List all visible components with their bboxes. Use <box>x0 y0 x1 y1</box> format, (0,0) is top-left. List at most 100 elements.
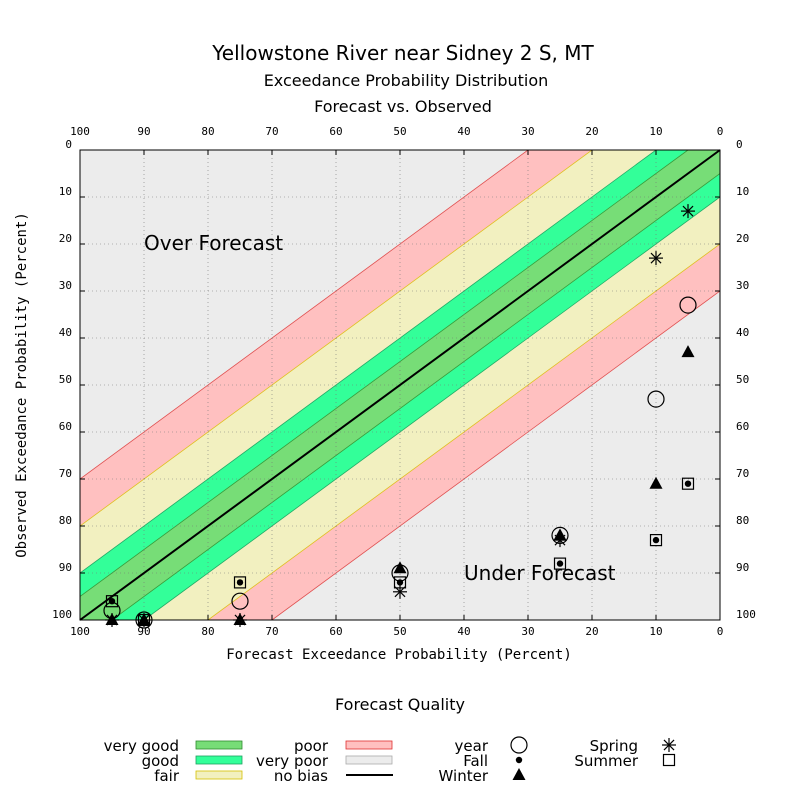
data-point-fall <box>236 579 244 586</box>
y-tick-label-left: 80 <box>59 514 72 527</box>
x-tick-label-top: 100 <box>70 125 90 138</box>
data-point-fall <box>108 598 116 605</box>
y-tick-label-left: 60 <box>59 420 72 433</box>
legend-label-fall: Fall <box>463 752 488 770</box>
x-tick-label-top: 30 <box>521 125 534 138</box>
x-axis-label: Forecast Exceedance Probability (Percent… <box>226 647 572 663</box>
y-tick-label-left: 20 <box>59 232 72 245</box>
data-point-spring <box>233 613 247 627</box>
y-axis-label: Observed Exceedance Probability (Percent… <box>14 212 30 558</box>
data-point-winter <box>681 345 695 358</box>
y-tick-label-right: 50 <box>736 373 749 386</box>
chart-subtitle-2: Forecast vs. Observed <box>314 97 492 116</box>
x-tick-label-bottom: 70 <box>265 625 278 638</box>
chart-subtitle-1: Exceedance Probability Distribution <box>264 71 549 90</box>
x-tick-label-bottom: 60 <box>329 625 342 638</box>
data-point-summer <box>137 613 151 627</box>
y-tick-label-left: 30 <box>59 279 72 292</box>
y-tick-label-left: 40 <box>59 326 72 339</box>
legend-label-winter: Winter <box>439 767 489 785</box>
x-tick-label-bottom: 20 <box>585 625 598 638</box>
legend-swatch-poor <box>345 740 393 750</box>
y-tick-label-right: 100 <box>736 608 756 621</box>
data-point-summer <box>649 533 663 547</box>
y-tick-label-right: 80 <box>736 514 749 527</box>
data-points <box>103 204 697 629</box>
legend-label-no-bias: no bias <box>274 767 328 785</box>
y-tick-label-right: 70 <box>736 467 749 480</box>
series-summer <box>105 477 695 627</box>
y-tick-label-left: 70 <box>59 467 72 480</box>
y-tick-label-left: 100 <box>52 608 72 621</box>
legend-title: Forecast Quality <box>335 695 465 714</box>
x-tick-label-top: 70 <box>265 125 278 138</box>
data-point-year <box>647 390 665 408</box>
legend-label-year: year <box>455 737 489 755</box>
chart-title: Yellowstone River near Sidney 2 S, MT <box>211 41 594 65</box>
data-point-year <box>679 296 697 314</box>
legend-swatch-good <box>195 755 243 765</box>
legend-marker-year <box>510 736 528 754</box>
data-point-spring <box>649 251 663 266</box>
x-tick-label-bottom: 0 <box>717 625 724 638</box>
x-tick-label-bottom: 100 <box>70 625 90 638</box>
legend-marker-summer <box>662 753 676 767</box>
over-forecast-label: Over Forecast <box>144 231 283 255</box>
x-tick-label-top: 0 <box>717 125 724 138</box>
legend-label-good: good <box>142 752 179 770</box>
data-point-winter <box>649 476 663 489</box>
data-point-spring <box>553 533 567 548</box>
legend-label-very-poor: very poor <box>256 752 329 770</box>
y-tick-label-right: 30 <box>736 279 749 292</box>
y-tick-label-right: 90 <box>736 561 749 574</box>
legend-label-very-good: very good <box>104 737 179 755</box>
y-tick-label-right: 10 <box>736 185 749 198</box>
data-point-summer <box>233 576 247 589</box>
x-tick-label-top: 90 <box>137 125 150 138</box>
data-point-summer <box>105 595 119 608</box>
data-point-year <box>231 592 249 610</box>
data-point-summer <box>681 477 695 490</box>
legend-marker-spring <box>662 738 676 752</box>
data-point-summer <box>393 576 407 589</box>
data-point-fall <box>556 560 564 567</box>
x-tick-label-bottom: 80 <box>201 625 214 638</box>
data-point-spring <box>105 613 119 627</box>
data-point-fall <box>652 536 660 544</box>
x-tick-label-top: 10 <box>649 125 662 138</box>
legend-marker-winter <box>512 768 526 780</box>
legend-swatch-fair <box>195 770 243 780</box>
x-tick-label-top: 50 <box>393 125 406 138</box>
under-forecast-label: Under Forecast <box>464 561 616 585</box>
data-point-spring <box>393 584 407 599</box>
data-point-summer <box>553 557 567 570</box>
legend-label-spring: Spring <box>590 737 638 755</box>
y-tick-label-left: 0 <box>65 138 72 151</box>
data-point-year <box>135 611 153 629</box>
legend-label-poor: poor <box>294 737 329 755</box>
x-tick-label-top: 60 <box>329 125 342 138</box>
legend-label-summer: Summer <box>574 752 638 770</box>
x-tick-label-top: 20 <box>585 125 598 138</box>
legend-label-fair: fair <box>154 767 180 785</box>
y-tick-label-right: 0 <box>736 138 743 151</box>
x-tick-label-top: 80 <box>201 125 214 138</box>
data-point-fall <box>684 480 692 487</box>
x-tick-label-bottom: 40 <box>457 625 470 638</box>
y-tick-label-left: 10 <box>59 185 72 198</box>
data-point-fall <box>396 579 404 586</box>
y-tick-label-left: 90 <box>59 561 72 574</box>
x-tick-label-bottom: 30 <box>521 625 534 638</box>
no-bias-line <box>79 149 721 621</box>
data-point-winter <box>393 561 407 574</box>
legend-marker-fall <box>515 756 523 764</box>
legend-swatch-very-poor <box>345 755 393 765</box>
x-tick-label-bottom: 50 <box>393 625 406 638</box>
y-tick-label-left: 50 <box>59 373 72 386</box>
y-tick-label-right: 60 <box>736 420 749 433</box>
x-tick-label-bottom: 10 <box>649 625 662 638</box>
data-point-spring <box>681 204 695 219</box>
x-tick-label-bottom: 90 <box>137 625 150 638</box>
